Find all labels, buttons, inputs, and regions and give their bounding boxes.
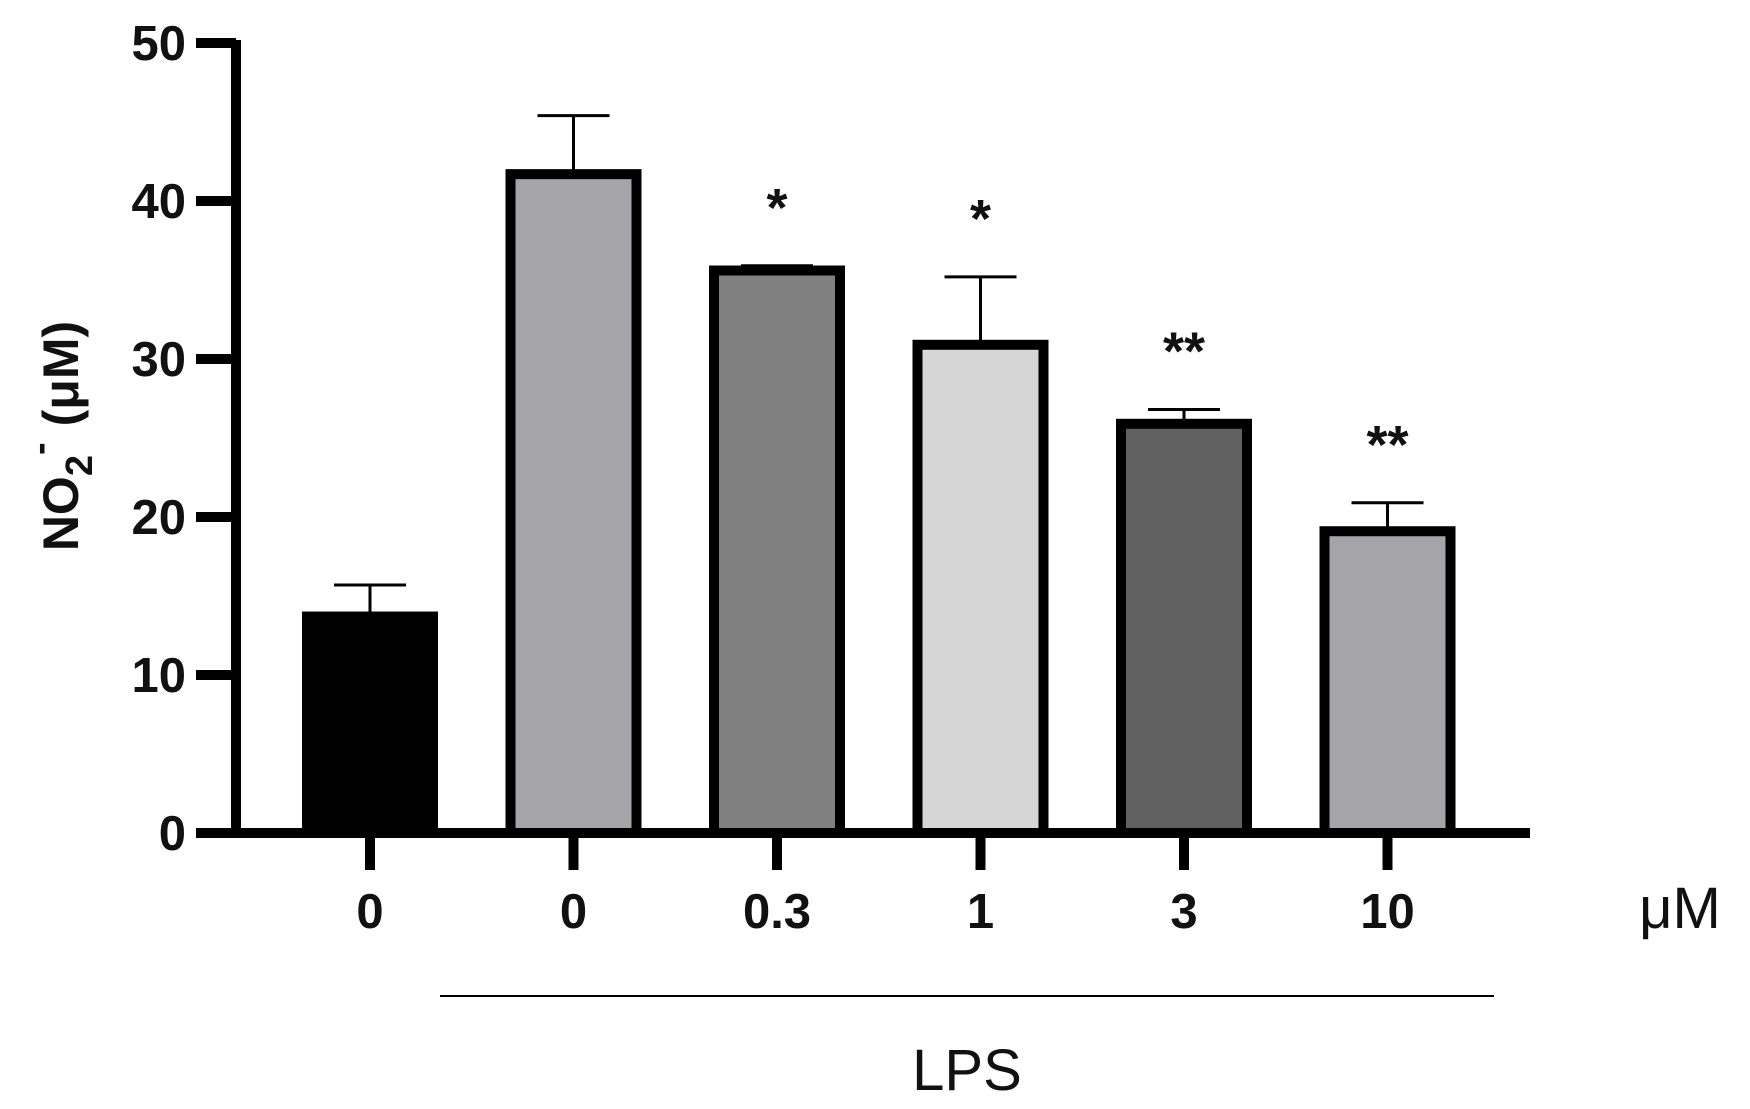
bar-0 [302,611,438,838]
significance-label-4: ** [1163,322,1205,382]
y-axis-title-main: NO [33,476,89,551]
x-unit-label: μM [1639,876,1721,941]
bar-4 [1116,418,1252,838]
lps-group-label: LPS [912,1038,1022,1103]
bar-3 [912,339,1049,838]
error-bars [334,114,1424,617]
y-tick-label-1: 10 [131,649,186,703]
x-tick-label-1: 0 [560,885,587,939]
bar-1 [505,169,642,838]
y-axis-title: NO2- (μM) [19,321,101,551]
y-axis-title-unit: (μM) [33,321,89,427]
x-tick-label-5: 10 [1360,885,1415,939]
y-tick-label-5: 50 [131,17,186,71]
x-tick-label-0: 0 [356,885,383,939]
significance-markers: * ***** [766,178,1408,475]
y-tick-label-4: 40 [131,175,186,229]
x-tick-label-2: 0.3 [743,885,811,939]
significance-label-2: * [766,178,787,238]
axes [196,40,1530,838]
significance-label-5: ** [1366,415,1408,475]
bar-2 [709,265,845,838]
significance-label-3: * [970,189,991,249]
y-tick-label-3: 30 [131,333,186,387]
x-tick-label-4: 3 [1170,885,1197,939]
bars [302,169,1456,838]
y-ticks: 0 10 20 30 40 50 [131,17,236,861]
y-tick-label-2: 20 [131,491,186,545]
x-tick-label-3: 1 [967,885,994,939]
y-axis-title-superscript: - [19,442,61,455]
bar-5 [1319,526,1456,838]
x-ticks: 0 0 0.3 1 3 10 [356,833,1415,939]
y-tick-label-0: 0 [159,807,186,861]
y-axis-title-subscript: 2 [59,455,101,476]
